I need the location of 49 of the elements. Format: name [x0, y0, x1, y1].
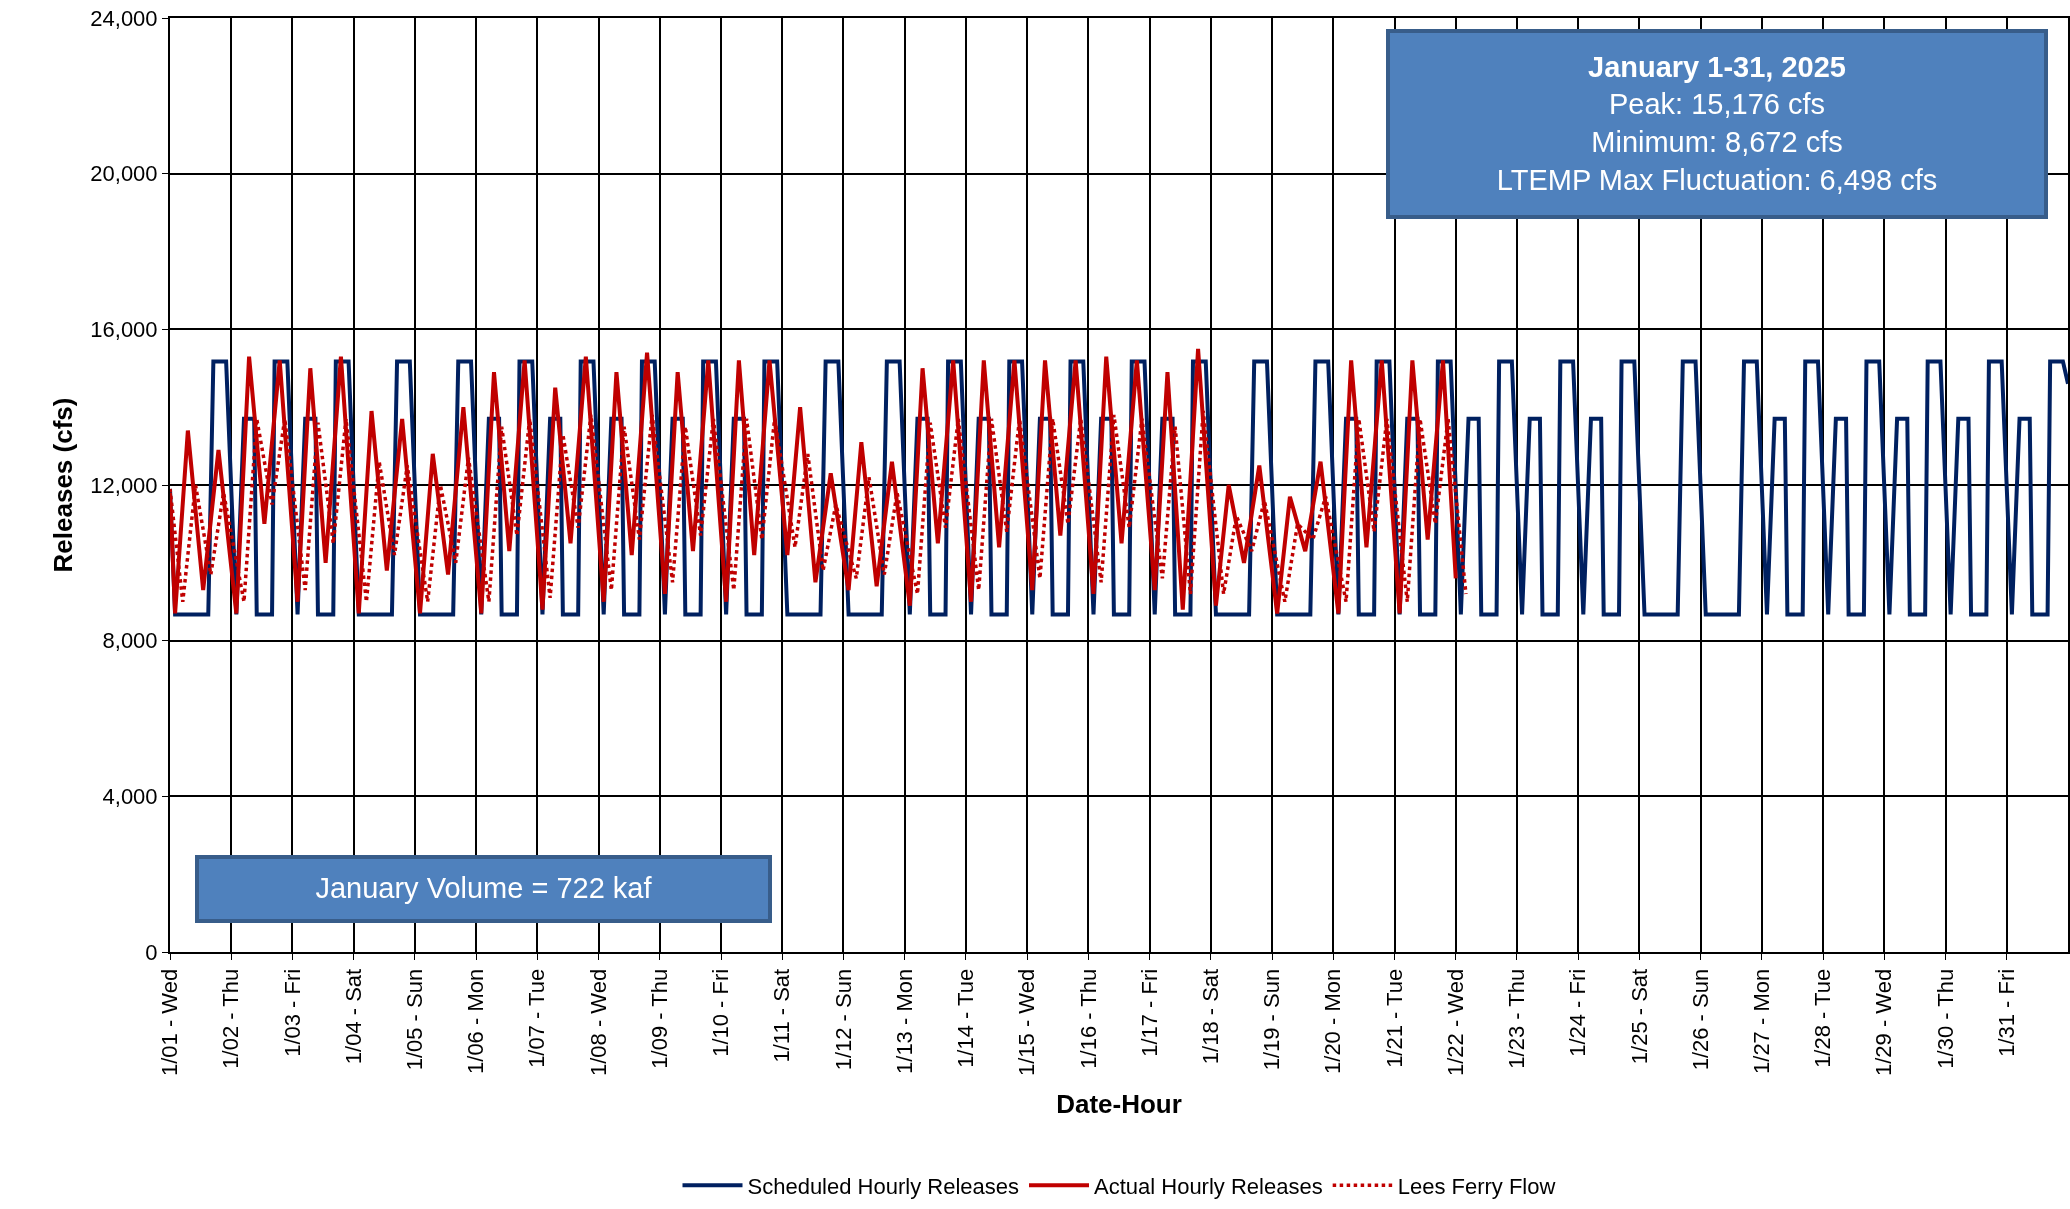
y-tick-label: 4,000 — [102, 784, 158, 810]
x-tick-label: 1/04 - Sat — [340, 968, 366, 1065]
x-tick-label: 1/14 - Tue — [953, 968, 979, 1068]
x-tick-label: 1/27 - Mon — [1749, 968, 1775, 1074]
annotation: Peak: 15,176 cfs — [1608, 87, 1826, 123]
x-tick-label: 1/23 - Thu — [1504, 968, 1530, 1069]
x-tick-label: 1/22 - Wed — [1442, 968, 1468, 1077]
x-tick-label: 1/17 - Fri — [1136, 968, 1162, 1057]
y-tick-label: 16,000 — [90, 317, 158, 343]
x-tick-label: 1/01 - Wed — [157, 968, 183, 1077]
x-tick-label: 1/11 - Sat — [769, 968, 795, 1063]
y-tick-label: 8,000 — [102, 628, 158, 654]
annotation: Minimum: 8,672 cfs — [1591, 125, 1843, 160]
x-tick-label: 1/24 - Fri — [1565, 968, 1591, 1057]
legend-label: Scheduled Hourly Releases — [747, 1173, 1019, 1199]
x-tick-label: 1/28 - Tue — [1810, 968, 1836, 1068]
x-tick-label: 1/12 - Sun — [830, 968, 856, 1071]
x-tick-label: 1/25 - Sat — [1626, 968, 1652, 1065]
annotation: January 1-31, 2025 — [1588, 49, 1846, 85]
x-tick-label: 1/06 - Mon — [463, 968, 489, 1074]
x-tick-label: 1/03 - Fri — [279, 968, 305, 1057]
x-tick-label: 1/29 - Wed — [1871, 968, 1897, 1077]
x-tick-label: 1/21 - Tue — [1381, 968, 1407, 1068]
x-tick-label: 1/09 - Thu — [646, 968, 672, 1069]
y-tick-label: 20,000 — [90, 161, 158, 187]
x-tick-label: 1/10 - Fri — [708, 968, 734, 1057]
y-tick-label: 24,000 — [90, 5, 158, 31]
volume-text-box: January Volume = 722 kaf — [195, 855, 772, 923]
x-tick-label: 1/07 - Tue — [524, 968, 550, 1068]
annotation: LTEMP Max Fluctuation: 6,498 cfs — [1496, 162, 1938, 198]
x-tick-label: 1/08 - Wed — [585, 968, 611, 1077]
x-tick-label: 1/05 - Sun — [402, 968, 428, 1071]
x-tick-label: 1/31 - Fri — [1993, 968, 2019, 1057]
annotation: January Volume = 722 kaf — [315, 871, 652, 907]
y-tick-label: 0 — [145, 939, 158, 965]
x-tick-label: 1/30 - Thu — [1932, 968, 1958, 1069]
y-axis-title: Releases (cfs) — [48, 397, 79, 573]
y-tick-label: 12,000 — [90, 472, 158, 498]
x-tick-label: 1/18 - Sat — [1197, 968, 1223, 1065]
legend-label: Lees Ferry Flow — [1397, 1173, 1556, 1199]
x-tick-label: 1/16 - Thu — [1075, 968, 1101, 1069]
x-tick-label: 1/26 - Sun — [1687, 968, 1713, 1071]
x-tick-label: 1/15 - Wed — [1014, 968, 1040, 1077]
legend-label: Actual Hourly Releases — [1094, 1173, 1323, 1199]
x-tick-label: 1/13 - Mon — [891, 968, 917, 1074]
x-tick-label: 1/02 - Thu — [218, 968, 244, 1069]
x-tick-label: 1/19 - Sun — [1259, 968, 1285, 1071]
x-tick-label: 1/20 - Mon — [1320, 968, 1346, 1074]
x-axis-title: Date-Hour — [1056, 1089, 1182, 1120]
